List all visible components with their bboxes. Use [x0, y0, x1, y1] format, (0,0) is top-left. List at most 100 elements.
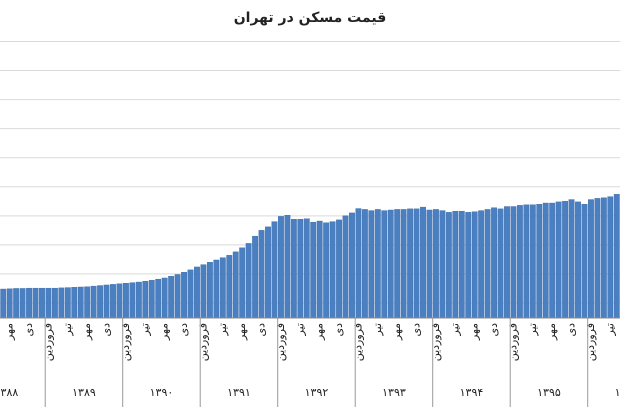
bar	[349, 212, 355, 319]
bar	[510, 206, 517, 319]
x-tick-label: مهر	[158, 323, 171, 341]
bar	[0, 288, 7, 319]
bar	[394, 209, 401, 319]
bar	[168, 276, 175, 319]
year-label: ۱۳۹۵	[537, 386, 561, 399]
year-label: ۱۳۹۶	[615, 386, 620, 399]
bar	[77, 286, 84, 319]
year-label: ۱۳۸۸	[0, 386, 18, 399]
bar	[407, 208, 414, 319]
x-tick-label: تیر	[293, 323, 306, 336]
x-tick-label: دی	[22, 323, 35, 337]
bar	[555, 201, 562, 319]
bar	[213, 259, 220, 319]
x-tick-label: فروردین	[429, 323, 442, 361]
bar	[504, 206, 510, 319]
bar	[26, 287, 32, 319]
bar	[381, 210, 388, 319]
bar	[329, 221, 336, 319]
x-tick-label: مهر	[313, 323, 326, 341]
bar	[342, 215, 349, 319]
bar	[97, 285, 104, 319]
bar	[323, 222, 330, 319]
bar	[491, 207, 497, 319]
bar	[542, 202, 549, 319]
x-tick-label: دی	[177, 323, 190, 337]
x-tick-label: تیر	[61, 323, 74, 336]
bar	[452, 210, 459, 319]
bar	[588, 199, 594, 319]
bar	[336, 219, 342, 319]
bar	[58, 287, 65, 319]
bar	[181, 271, 187, 319]
bar	[123, 283, 129, 319]
bar	[148, 280, 155, 319]
bar	[84, 286, 91, 319]
x-tick-label: دی	[565, 323, 578, 337]
bar	[129, 282, 136, 319]
x-tick-label: تیر	[603, 323, 616, 336]
x-tick-label: تیر	[526, 323, 539, 336]
x-tick-label: فروردین	[274, 323, 287, 361]
x-tick-label: دی	[332, 323, 345, 337]
x-tick-label: مهر	[390, 323, 403, 341]
bar	[135, 281, 142, 319]
x-tick-label: فروردین	[506, 323, 519, 361]
bar	[361, 209, 368, 319]
bar	[568, 199, 575, 319]
x-tick-label: مهر	[545, 323, 558, 341]
bar	[413, 208, 420, 319]
x-tick-label: تیر	[371, 323, 384, 336]
bar	[142, 280, 149, 319]
bar	[278, 216, 284, 319]
x-tick-label: مهر	[235, 323, 248, 341]
bar	[529, 204, 536, 319]
bar	[45, 287, 52, 319]
year-label: ۱۳۹۱	[227, 386, 251, 399]
year-label: ۱۳۸۹	[72, 386, 96, 399]
bar	[400, 209, 407, 319]
bar	[465, 212, 472, 319]
bar	[155, 278, 162, 319]
bar	[265, 226, 271, 319]
x-tick-label: مهر	[3, 323, 16, 341]
year-label: ۱۳۹۲	[305, 386, 329, 399]
bar	[32, 287, 39, 319]
bar	[174, 274, 181, 319]
bar	[239, 247, 246, 319]
bar	[206, 262, 213, 319]
bar	[226, 255, 233, 319]
bar	[64, 287, 71, 319]
bar	[219, 257, 226, 319]
x-tick-label: فروردین	[119, 323, 132, 361]
x-tick-label: مهر	[468, 323, 481, 341]
bar	[600, 197, 607, 319]
bar	[71, 287, 78, 319]
bar	[484, 209, 491, 319]
year-label: ۱۳۹۳	[382, 386, 406, 399]
x-tick-label: فروردین	[351, 323, 364, 361]
bar	[310, 222, 317, 319]
x-tick-label: فروردین	[196, 323, 209, 361]
bar	[575, 201, 581, 319]
bar	[258, 230, 265, 319]
bar	[478, 210, 485, 319]
x-tick-label: تیر	[448, 323, 461, 336]
bar	[90, 285, 97, 319]
bar	[51, 287, 58, 319]
bar	[232, 251, 239, 319]
bar	[110, 284, 116, 319]
bar	[523, 204, 530, 319]
bar	[445, 212, 452, 319]
year-label: ۱۳۹۰	[150, 386, 174, 399]
x-tick-label: دی	[255, 323, 268, 337]
bar	[471, 211, 478, 319]
year-label: ۱۳۹۴	[460, 386, 484, 399]
bar	[245, 243, 252, 319]
x-tick-label: تیر	[216, 323, 229, 336]
bar	[497, 208, 504, 319]
bar	[613, 194, 620, 319]
bar	[549, 202, 556, 319]
bar	[581, 203, 588, 319]
